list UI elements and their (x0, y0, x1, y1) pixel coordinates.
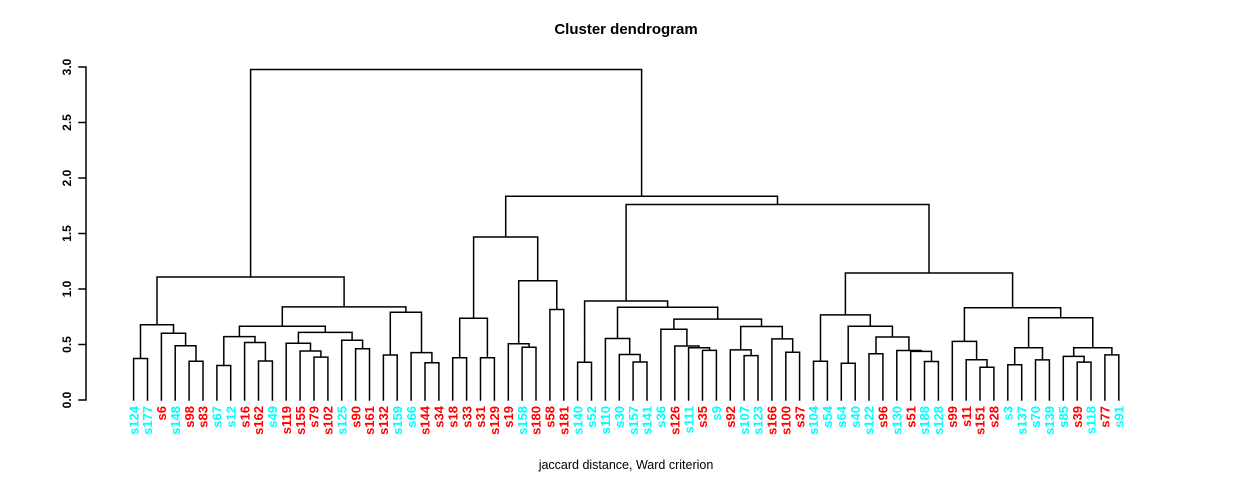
svg-text:s130: s130 (890, 406, 905, 435)
svg-text:s140: s140 (570, 406, 585, 435)
svg-text:s119: s119 (279, 406, 294, 434)
svg-text:s64: s64 (834, 405, 849, 427)
svg-text:s52: s52 (584, 406, 599, 428)
svg-text:0.0: 0.0 (60, 391, 74, 408)
svg-text:s155: s155 (293, 406, 308, 435)
svg-text:s40: s40 (848, 406, 863, 428)
svg-text:s126: s126 (668, 406, 683, 435)
svg-text:s28: s28 (987, 406, 1002, 428)
svg-text:s79: s79 (307, 406, 322, 428)
svg-text:s159: s159 (390, 406, 405, 435)
svg-text:s99: s99 (945, 406, 960, 428)
svg-text:s137: s137 (1014, 406, 1029, 435)
svg-text:s19: s19 (501, 406, 516, 428)
svg-text:s123: s123 (751, 406, 766, 435)
svg-text:jaccard distance, Ward criteri: jaccard distance, Ward criterion (538, 458, 714, 472)
svg-text:s31: s31 (473, 406, 488, 428)
svg-text:s77: s77 (1098, 406, 1113, 428)
svg-text:s85: s85 (1056, 406, 1071, 428)
svg-text:s139: s139 (1042, 406, 1057, 435)
svg-text:s111: s111 (681, 406, 696, 434)
svg-text:s181: s181 (557, 406, 572, 435)
svg-text:s30: s30 (612, 406, 627, 428)
svg-text:s141: s141 (640, 406, 655, 435)
svg-text:s132: s132 (376, 406, 391, 435)
svg-text:s51: s51 (903, 406, 918, 428)
svg-text:s107: s107 (737, 406, 752, 435)
svg-text:s118: s118 (1084, 406, 1099, 434)
svg-text:0.5: 0.5 (60, 336, 74, 353)
svg-text:s49: s49 (265, 406, 280, 428)
svg-text:s129: s129 (487, 406, 502, 435)
svg-text:s96: s96 (876, 406, 891, 428)
svg-text:s6: s6 (154, 406, 169, 420)
svg-text:s12: s12 (223, 406, 238, 428)
svg-text:s161: s161 (362, 406, 377, 435)
svg-text:3.0: 3.0 (60, 58, 74, 75)
svg-text:s18: s18 (445, 406, 460, 428)
svg-text:s166: s166 (765, 406, 780, 435)
svg-text:s180: s180 (529, 406, 544, 435)
svg-text:s54: s54 (820, 405, 835, 427)
svg-text:s151: s151 (973, 406, 988, 435)
svg-text:s83: s83 (196, 406, 211, 428)
svg-text:2.0: 2.0 (60, 169, 74, 186)
svg-text:s67: s67 (210, 406, 225, 428)
svg-text:s33: s33 (459, 406, 474, 428)
svg-text:s100: s100 (779, 406, 794, 435)
svg-text:1.0: 1.0 (60, 280, 74, 297)
svg-text:s177: s177 (140, 406, 155, 435)
svg-text:s36: s36 (654, 406, 669, 428)
svg-text:s3: s3 (1001, 406, 1016, 420)
svg-text:s102: s102 (321, 406, 336, 435)
svg-text:s39: s39 (1070, 406, 1085, 428)
svg-text:s66: s66 (404, 406, 419, 428)
svg-text:s124: s124 (126, 405, 141, 435)
svg-text:1.5: 1.5 (60, 225, 74, 242)
svg-text:s9: s9 (709, 406, 724, 420)
svg-text:s110: s110 (598, 406, 613, 434)
svg-text:s70: s70 (1028, 406, 1043, 428)
svg-text:s35: s35 (695, 406, 710, 428)
svg-text:s92: s92 (723, 406, 738, 428)
svg-text:s162: s162 (251, 406, 266, 435)
svg-text:Cluster dendrogram: Cluster dendrogram (554, 21, 697, 38)
svg-text:s98: s98 (182, 406, 197, 428)
svg-text:s91: s91 (1112, 406, 1127, 428)
svg-text:s58: s58 (543, 406, 558, 428)
svg-text:s16: s16 (237, 406, 252, 428)
svg-text:s157: s157 (626, 406, 641, 435)
svg-text:s37: s37 (792, 406, 807, 428)
svg-text:s144: s144 (418, 405, 433, 435)
svg-text:s90: s90 (348, 406, 363, 428)
svg-text:s122: s122 (862, 406, 877, 435)
svg-text:s34: s34 (432, 405, 447, 427)
svg-text:s128: s128 (931, 406, 946, 435)
svg-text:2.5: 2.5 (60, 114, 74, 131)
svg-text:s11: s11 (959, 406, 974, 427)
svg-text:s148: s148 (168, 406, 183, 435)
svg-text:s188: s188 (917, 406, 932, 435)
svg-text:s104: s104 (806, 405, 821, 435)
svg-text:s158: s158 (515, 406, 530, 435)
svg-text:s125: s125 (334, 406, 349, 435)
